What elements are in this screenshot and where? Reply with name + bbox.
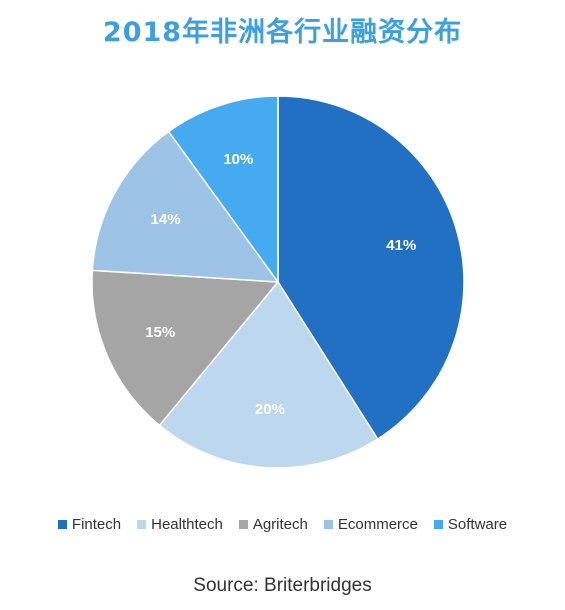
pie-chart: 41% 20% 15% 14% 10% bbox=[91, 95, 465, 469]
data-label-agritech: 15% bbox=[145, 324, 175, 341]
legend-item-agritech: Agritech bbox=[238, 516, 308, 533]
data-label-ecommerce: 14% bbox=[151, 211, 181, 228]
legend-swatch bbox=[238, 520, 248, 529]
legend-label: Agritech bbox=[252, 516, 308, 533]
data-label-fintech: 41% bbox=[386, 237, 416, 254]
source-note: Source: Briterbridges bbox=[193, 575, 372, 596]
legend-label: Software bbox=[447, 516, 508, 533]
pie-slice-software bbox=[167, 95, 279, 285]
legend-swatch bbox=[433, 520, 443, 529]
pie-slice-agritech bbox=[91, 269, 280, 427]
legend-item-software: Software bbox=[433, 516, 508, 533]
pie-slice-fintech bbox=[277, 95, 465, 441]
data-label-healthtech: 20% bbox=[255, 401, 285, 418]
legend-swatch bbox=[323, 520, 333, 529]
pie-slice-ecommerce bbox=[91, 130, 280, 283]
legend-label: Fintech bbox=[71, 516, 122, 533]
legend-item-ecommerce: Ecommerce bbox=[323, 516, 418, 533]
legend-swatch bbox=[137, 520, 147, 529]
legend-label: Healthtech bbox=[151, 516, 223, 533]
data-label-software: 10% bbox=[223, 151, 253, 168]
chart-legend: Fintech Healthtech Agritech Ecommerce Softwa… bbox=[0, 516, 565, 533]
legend-item-fintech: Fintech bbox=[57, 516, 122, 533]
pie-slice-healthtech bbox=[158, 280, 379, 469]
chart-title: 2018年非洲各行业融资分布 bbox=[102, 17, 463, 48]
legend-item-healthtech: Healthtech bbox=[137, 516, 223, 533]
legend-label: Ecommerce bbox=[337, 516, 418, 533]
legend-swatch bbox=[57, 520, 67, 529]
